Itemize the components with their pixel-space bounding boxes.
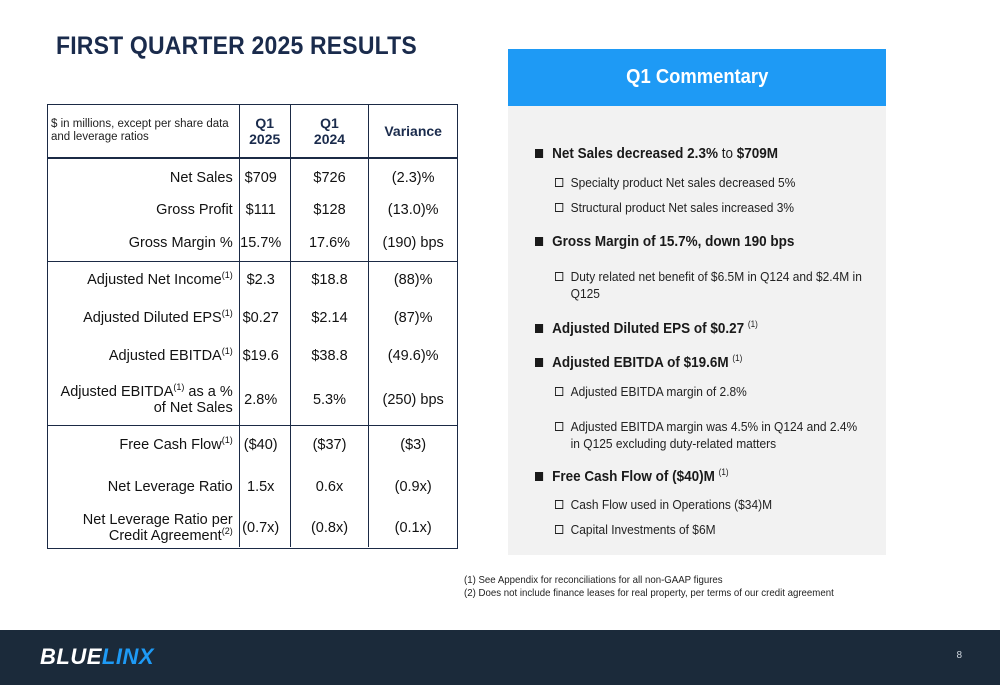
cell-variance: (250) bps xyxy=(382,391,444,408)
commentary-panel: Q1 Commentary Net Sales decreased 2.3% t… xyxy=(508,49,886,555)
table-row: Gross Profit $111 $128 (13.0)% xyxy=(48,193,457,226)
cell-q1-2024: ($37) xyxy=(289,424,370,465)
checkbox-bullet-icon xyxy=(555,387,564,397)
commentary-heading: Q1 Commentary xyxy=(508,49,886,106)
sub-bullet: Structural product Net sales increased 3… xyxy=(555,199,882,216)
cell-variance: (0.9x) xyxy=(394,478,432,495)
cell-q1-2025: 1.5x xyxy=(247,478,275,495)
sub-bullet: Adjusted EBITDA margin of 2.8% xyxy=(555,383,882,400)
sub-bullet: Specialty product Net sales decreased 5% xyxy=(555,174,882,191)
square-bullet-icon xyxy=(535,323,544,333)
row-label: Gross Margin % xyxy=(48,226,240,261)
checkbox-bullet-icon xyxy=(555,203,564,213)
checkbox-bullet-icon xyxy=(555,422,564,432)
row-label: Free Cash Flow(1) xyxy=(48,424,240,465)
checkbox-bullet-icon xyxy=(555,178,564,188)
cell-q1-2025: $0.27 xyxy=(242,310,279,326)
header-q1-2024: Q1 2024 xyxy=(290,105,370,159)
cell-variance: (88)% xyxy=(368,260,457,299)
table-row: Adjusted EBITDA(1) $19.6 $38.8 (49.6)% xyxy=(48,337,457,375)
cell-q1-2024: $128 xyxy=(289,193,370,226)
row-label: Net Leverage Ratio xyxy=(48,465,240,508)
square-bullet-icon xyxy=(535,471,544,481)
cell-variance: (190) bps xyxy=(382,235,444,252)
cell-q1-2024: 0.6x xyxy=(289,465,370,508)
bluelinx-logo: BLUELINX xyxy=(40,644,155,669)
cell-q1-2024: 17.6% xyxy=(289,226,370,261)
row-label: Net Leverage Ratio per Credit Agreement(2… xyxy=(48,508,240,547)
bullet-gross-margin: Gross Margin of 15.7%, down 190 bps xyxy=(535,233,794,250)
cell-variance: (13.0)% xyxy=(387,201,439,218)
header-variance: Variance xyxy=(368,105,457,159)
cell-q1-2024: $18.8 xyxy=(289,260,370,299)
row-label: Adjusted EBITDA(1) as a % of Net Sales xyxy=(48,375,240,425)
square-bullet-icon xyxy=(535,236,544,246)
table-row: Net Leverage Ratio 1.5x 0.6x (0.9x) xyxy=(48,465,457,508)
cell-q1-2024: $2.14 xyxy=(289,299,370,337)
footnotes: (1) See Appendix for reconciliations for… xyxy=(464,574,834,600)
cell-q1-2025: $2.3 xyxy=(239,260,291,299)
sub-bullet: Capital Investments of $6M xyxy=(555,521,882,538)
table-header-row: $ in millions, except per share data and… xyxy=(48,105,457,159)
cell-q1-2025: 2.8% xyxy=(244,391,278,408)
cell-q1-2024: $726 xyxy=(289,158,370,193)
cell-variance: (0.1x) xyxy=(394,519,432,536)
bullet-net-sales: Net Sales decreased 2.3% to $709M xyxy=(535,145,778,162)
page-number: 8 xyxy=(956,650,962,661)
cell-q1-2025: $111 xyxy=(245,201,276,218)
cell-q1-2024: 5.3% xyxy=(289,375,370,425)
cell-variance: (87)% xyxy=(393,310,433,326)
checkbox-bullet-icon xyxy=(555,500,564,510)
row-label: Gross Profit xyxy=(48,193,240,226)
row-label: Adjusted Diluted EPS(1) xyxy=(48,299,240,337)
table-row: Net Sales $709 $726 (2.3)% xyxy=(48,158,457,193)
footer-bar: BLUELINX 8 xyxy=(0,630,1000,685)
cell-q1-2025: 15.7% xyxy=(240,235,282,252)
footnote: (2) Does not include finance leases for … xyxy=(464,587,834,599)
cell-variance: (2.3)% xyxy=(391,170,435,186)
footnote: (1) See Appendix for reconciliations for… xyxy=(464,574,723,586)
cell-q1-2024: $38.8 xyxy=(289,337,370,375)
bullet-ebitda: Adjusted EBITDA of $19.6M (1) xyxy=(535,354,742,371)
results-table: $ in millions, except per share data and… xyxy=(47,104,458,549)
table-row: Adjusted Diluted EPS(1) $0.27 $2.14 (87)… xyxy=(48,299,457,337)
cell-variance: ($3) xyxy=(368,424,457,465)
cell-variance: (49.6)% xyxy=(387,348,439,364)
square-bullet-icon xyxy=(535,148,544,158)
square-bullet-icon xyxy=(535,357,544,367)
table-row: Net Leverage Ratio per Credit Agreement(2… xyxy=(48,508,457,547)
cell-q1-2025: ($40) xyxy=(239,424,291,465)
table-row: Adjusted EBITDA(1) as a % of Net Sales 2.… xyxy=(48,375,457,425)
row-label: Net Sales xyxy=(48,158,240,193)
row-label: Adjusted EBITDA(1) xyxy=(48,337,240,375)
table-row: Adjusted Net Income(1) $2.3 $18.8 (88)% xyxy=(48,260,457,299)
table-note: $ in millions, except per share data and… xyxy=(48,105,240,159)
cell-q1-2024: (0.8x) xyxy=(289,508,370,547)
page-title: FIRST QUARTER 2025 RESULTS xyxy=(56,32,417,60)
checkbox-bullet-icon xyxy=(555,272,564,282)
sub-bullet: Cash Flow used in Operations ($34)M xyxy=(555,496,882,513)
table-row: Free Cash Flow(1) ($40) ($37) ($3) xyxy=(48,424,457,465)
bullet-eps: Adjusted Diluted EPS of $0.27 (1) xyxy=(535,320,758,337)
checkbox-bullet-icon xyxy=(555,525,564,535)
header-q1-2025: Q1 2025 xyxy=(239,105,291,159)
row-label: Adjusted Net Income(1) xyxy=(48,260,240,299)
table-row: Gross Margin % 15.7% 17.6% (190) bps xyxy=(48,226,457,261)
bullet-fcf: Free Cash Flow of ($40)M (1) xyxy=(535,468,729,485)
cell-q1-2025: $709 xyxy=(244,170,277,186)
cell-q1-2025: $19.6 xyxy=(242,348,279,364)
sub-bullet: Adjusted EBITDA margin was 4.5% in Q124 … xyxy=(555,418,882,452)
sub-bullet: Duty related net benefit of $6.5M in Q12… xyxy=(555,268,882,302)
cell-q1-2025: (0.7x) xyxy=(242,519,280,536)
